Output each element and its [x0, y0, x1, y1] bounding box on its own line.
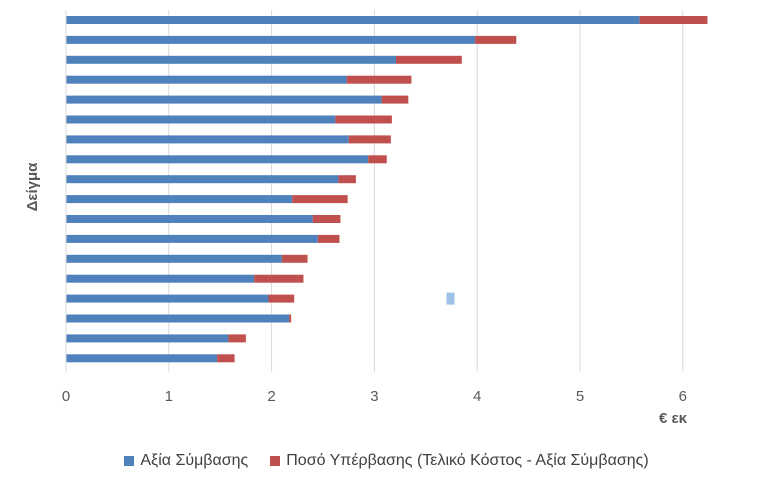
- bar-overrun: [639, 16, 708, 24]
- x-tick-label: 3: [370, 388, 378, 405]
- bar-contract-value: [66, 135, 349, 144]
- bar-contract-value: [66, 75, 347, 84]
- bar-overrun: [338, 175, 356, 184]
- bar-contract-value: [66, 234, 318, 243]
- legend-label: Αξία Σύμβασης: [140, 452, 249, 469]
- legend: Αξία Σύμβασης Ποσό Υπέρβασης (Τελικό Κόσ…: [0, 452, 773, 470]
- x-tick-label: 6: [679, 388, 687, 405]
- bar-contract-value: [66, 254, 282, 263]
- bar-overrun: [348, 135, 391, 144]
- bar-contract-value: [66, 95, 382, 104]
- x-tick-label: 2: [267, 388, 275, 405]
- bars-group: [66, 16, 708, 363]
- legend-swatch-red: [270, 456, 281, 466]
- bar-contract-value: [66, 35, 476, 44]
- legend-label: Ποσό Υπέρβασης (Τελικό Κόστος - Αξία Σύμ…: [286, 452, 649, 469]
- bar-contract-value: [66, 55, 396, 64]
- annotation-marker: [446, 292, 455, 305]
- x-tick-label: 1: [165, 388, 173, 405]
- bar-overrun: [217, 354, 235, 363]
- x-tick-label: 4: [473, 388, 481, 405]
- legend-item-overrun: Ποσό Υπέρβασης (Τελικό Κόστος - Αξία Σύμ…: [270, 452, 649, 470]
- bar-contract-value: [66, 195, 293, 204]
- bar-overrun: [268, 294, 295, 303]
- bar-contract-value: [66, 294, 269, 303]
- gridlines: [168, 10, 684, 372]
- bar-contract-value: [66, 274, 255, 283]
- bar-overrun: [228, 334, 246, 343]
- bar-overrun: [381, 95, 409, 104]
- bar-contract-value: [66, 155, 369, 164]
- bar-contract-value: [66, 314, 290, 323]
- x-axis-title: € εκ: [659, 410, 688, 427]
- x-tick-labels: 0 1 2 3 4 5 6: [62, 388, 687, 405]
- bar-overrun: [254, 274, 304, 283]
- legend-item-contract-value: Αξία Σύμβασης: [124, 452, 248, 470]
- bar-contract-value: [66, 115, 336, 124]
- legend-swatch-blue: [124, 456, 135, 466]
- bar-chart: 0 1 2 3 4 5 6 Δείγμα € εκ: [24, 10, 708, 427]
- bar-overrun: [368, 155, 387, 164]
- y-axis-title: Δείγμα: [24, 162, 41, 212]
- bar-contract-value: [66, 215, 313, 223]
- bar-contract-value: [66, 16, 640, 24]
- bar-overrun: [346, 75, 412, 84]
- bar-overrun: [292, 195, 348, 204]
- bar-overrun: [312, 215, 341, 223]
- bar-contract-value: [66, 175, 339, 184]
- x-tick-label: 5: [576, 388, 584, 405]
- x-tick-label: 0: [62, 388, 70, 405]
- bar-overrun: [281, 254, 308, 263]
- bar-overrun: [317, 234, 340, 243]
- bar-overrun: [289, 314, 292, 323]
- bar-overrun: [395, 55, 462, 64]
- bar-contract-value: [66, 334, 229, 343]
- bar-contract-value: [66, 354, 218, 363]
- bar-overrun: [475, 35, 517, 44]
- bar-overrun: [335, 115, 392, 124]
